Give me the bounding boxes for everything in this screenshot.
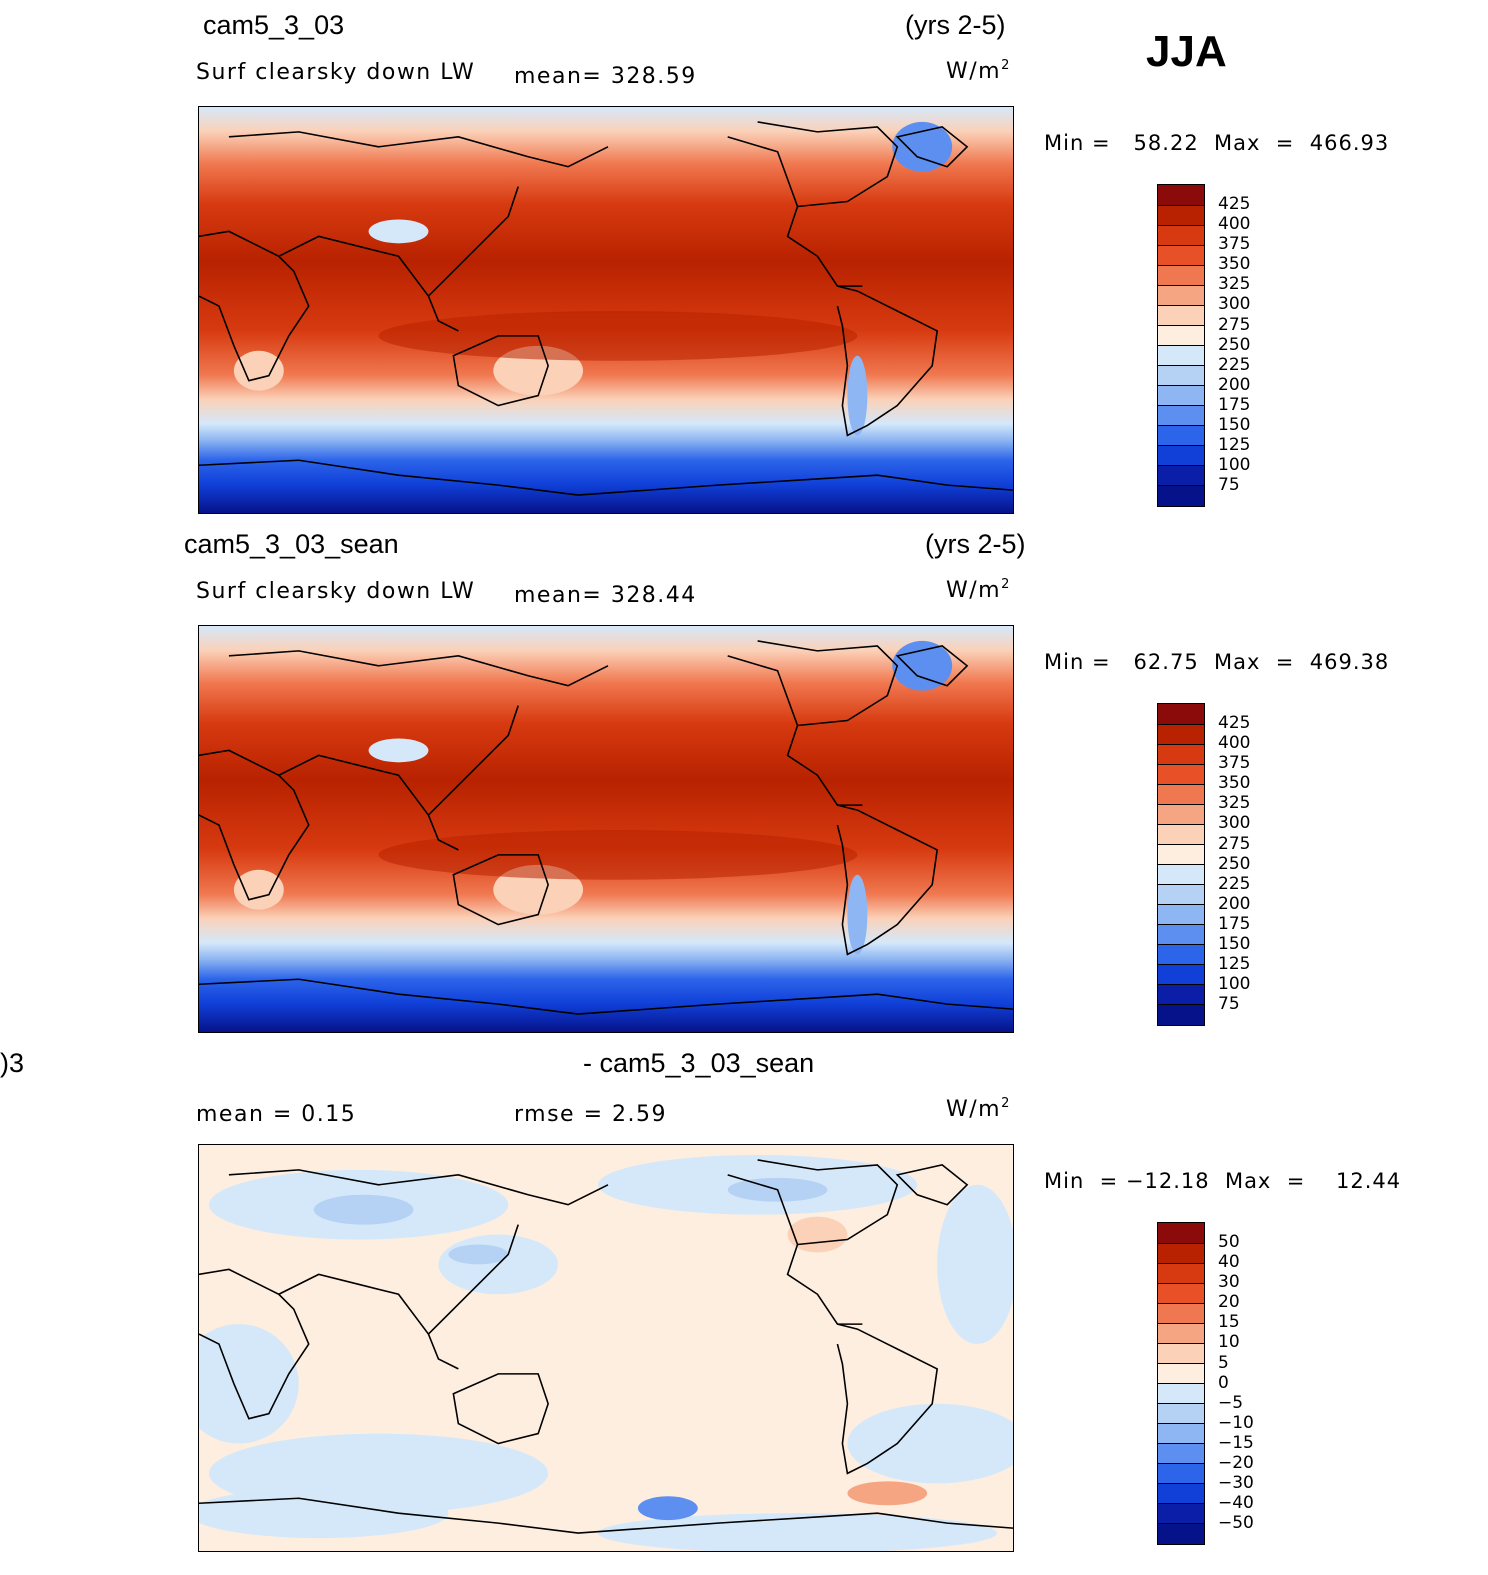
colorbar-tick-label: −20 [1218, 1453, 1254, 1474]
colorbar-tick-label: 5 [1218, 1352, 1229, 1373]
colorbar-tick-label: 275 [1218, 833, 1251, 854]
panel1-minmax: Min = 58.22 Max = 466.93 [1044, 131, 1390, 155]
colorbar-tick-label: 325 [1218, 274, 1251, 295]
colorbar-tick-label: 15 [1218, 1312, 1240, 1333]
colorbar-tick-label: 0 [1218, 1372, 1229, 1393]
colorbar-tick-label: 350 [1218, 773, 1251, 794]
panel3-rmse: rmse = 2.59 [514, 1102, 667, 1127]
panel1-variable: Surf clearsky down LW [196, 60, 476, 85]
panel3-colorbar-labels: 50 40 30 20 15 10 5 0 −5 −10 −15 −20 −30… [1218, 1232, 1254, 1533]
panel3-mean: mean = 0.15 [196, 1102, 357, 1127]
panel1-case-name: cam5_3_03 [203, 10, 345, 40]
colorbar-tick-label: 30 [1218, 1272, 1240, 1293]
panel1-colorbar-labels: 425 400 375 350 325 300 275 250 225 200 … [1218, 194, 1250, 495]
colorbar-tick-label: 125 [1218, 954, 1251, 975]
colorbar-tick-label: −30 [1218, 1473, 1254, 1494]
colorbar-tick-label: 150 [1218, 415, 1251, 436]
colorbar-tick-label: 40 [1218, 1252, 1240, 1273]
panel2-mean: mean= 328.44 [514, 583, 697, 608]
colorbar-tick-label: 400 [1218, 214, 1251, 235]
colorbar-tick-label: 250 [1218, 334, 1251, 355]
colorbar-tick-label: 150 [1218, 934, 1251, 955]
colorbar-tick-label: −15 [1218, 1432, 1254, 1453]
colorbar-tick-label: 425 [1218, 713, 1251, 733]
colorbar-tick-label: 375 [1218, 234, 1251, 255]
colorbar-tick-label: 225 [1218, 354, 1251, 375]
panel2-colorbar-labels: 425 400 375 350 325 300 275 250 225 200 … [1218, 713, 1250, 1014]
panel3-colorbar [1157, 1222, 1205, 1545]
colorbar-tick-label: 125 [1218, 435, 1251, 456]
season-label: JJA [1146, 27, 1227, 76]
colorbar-tick-label: 175 [1218, 394, 1251, 415]
panel3-case-name: - cam5_3_03_sean [583, 1048, 815, 1078]
colorbar-tick-label: 200 [1218, 893, 1251, 914]
colorbar-tick-label: 275 [1218, 314, 1251, 335]
colorbar-tick-label: 325 [1218, 793, 1251, 814]
panel2-case-name: cam5_3_03_sean [184, 529, 399, 559]
panel1-map [198, 106, 1014, 514]
colorbar-tick-label: 300 [1218, 813, 1251, 834]
colorbar-tick-label: 75 [1218, 475, 1240, 496]
colorbar-tick-label: 175 [1218, 913, 1251, 934]
colorbar-tick-label: 225 [1218, 873, 1251, 894]
colorbar-tick-label: 75 [1218, 994, 1240, 1015]
colorbar-tick-label: 300 [1218, 294, 1251, 315]
colorbar-tick-label: −5 [1218, 1392, 1244, 1413]
panel3-case-name-left: )3 [0, 1048, 25, 1078]
colorbar-tick-label: −40 [1218, 1493, 1254, 1514]
panel2-years: (yrs 2-5) [925, 529, 1026, 559]
panel2-minmax: Min = 62.75 Max = 469.38 [1044, 650, 1390, 674]
colorbar-tick-label: 425 [1218, 194, 1251, 214]
colorbar-tick-label: −50 [1218, 1513, 1254, 1534]
colorbar-tick-label: 100 [1218, 974, 1251, 995]
colorbar-tick-label: 375 [1218, 753, 1251, 774]
colorbar-tick-label: 400 [1218, 733, 1251, 754]
colorbar-tick-label: 100 [1218, 455, 1251, 476]
colorbar-tick-label: 200 [1218, 374, 1251, 395]
colorbar-tick-label: 10 [1218, 1332, 1240, 1353]
panel2-map [198, 625, 1014, 1033]
panel2-variable: Surf clearsky down LW [196, 579, 476, 604]
colorbar-tick-label: 250 [1218, 853, 1251, 874]
panel3-map [198, 1144, 1014, 1552]
panel1-colorbar [1157, 184, 1205, 507]
panel3-units: W/m2 [946, 1096, 1011, 1122]
panel1-units: W/m2 [946, 58, 1011, 84]
panel3-minmax: Min = −12.18 Max = 12.44 [1044, 1169, 1402, 1193]
colorbar-tick-label: 350 [1218, 254, 1251, 275]
panel2-colorbar [1157, 703, 1205, 1026]
panel1-mean: mean= 328.59 [514, 64, 697, 89]
colorbar-tick-label: −10 [1218, 1412, 1254, 1433]
panel2-units: W/m2 [946, 577, 1011, 603]
colorbar-tick-label: 20 [1218, 1292, 1240, 1313]
colorbar-tick-label: 50 [1218, 1232, 1240, 1252]
panel1-years: (yrs 2-5) [905, 10, 1006, 40]
